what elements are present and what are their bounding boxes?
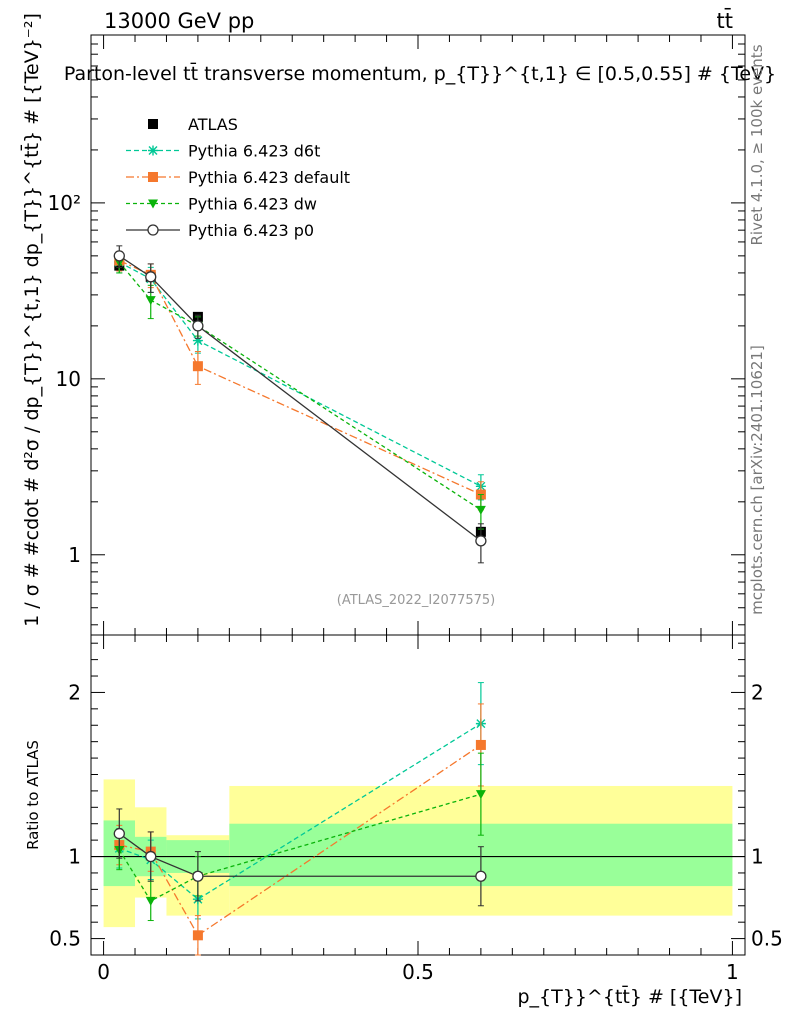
main-series-line (118, 255, 482, 542)
ratio-x-axis: 0 0.5 1 (97, 635, 739, 984)
legend-marker (148, 172, 158, 182)
ratio-point (113, 827, 125, 840)
main-point (145, 271, 157, 283)
main-point (192, 361, 203, 372)
ratio-point (145, 850, 157, 863)
chart-title: Parton-level tt̄ transverse momentum, p_… (64, 61, 776, 85)
main-point (475, 535, 487, 547)
ratio-y-tick-label-right: 0.5 (751, 927, 783, 951)
ratio-uncertainty-bands (91, 779, 745, 928)
main-series-pythia-6-423-dw (114, 252, 486, 530)
ratio-series-line (118, 833, 481, 877)
legend-label: Pythia 6.423 d6t (188, 142, 320, 161)
main-series-pythia-6-423-p0 (113, 245, 487, 564)
ratio-y-tick-label-right: 2 (751, 680, 764, 704)
rivet-version-label: Rivet 4.1.0, ≥ 100k events (748, 44, 766, 245)
legend-item-pythia-6-423-dw: Pythia 6.423 dw (126, 195, 317, 214)
legend-marker (147, 224, 159, 236)
main-y-axis-label: 1 / σ # #cdot # d²σ / dp_{T}}^{t,1} dp_{… (19, 13, 43, 627)
analysis-watermark: (ATLAS_2022_I2077575) (337, 593, 495, 608)
ratio-panel: 0.5 0.51 12 2 0 0.5 1 Ratio to ATLAS p_{T}}^{… (24, 634, 783, 1008)
legend-marker (148, 119, 158, 129)
ratio-y-tick-label: 2 (68, 680, 81, 704)
ratio-point (192, 930, 203, 941)
main-series-pythia-6-423-d6t (114, 252, 486, 501)
main-series-line (118, 261, 482, 511)
ratio-y-axis: 0.5 0.5 1 1 2 2 (49, 642, 783, 956)
ratio-point (475, 790, 486, 800)
main-y-axis: 1 10 10² (48, 34, 745, 626)
ratio-y-tick-label: 0.5 (49, 927, 81, 951)
ratio-y-tick-label: 1 (68, 845, 81, 869)
legend-item-pythia-6-423-default: Pythia 6.423 default (126, 168, 350, 187)
legend-marker (148, 145, 158, 156)
main-y-tick-label: 10 (56, 367, 81, 391)
ratio-point (145, 896, 156, 906)
x-axis-label: p_{T}}^{tt̄} # [{TeV}] (518, 984, 743, 1008)
main-point (192, 320, 204, 332)
legend-item-pythia-6-423-d6t: Pythia 6.423 d6t (126, 142, 320, 161)
ratio-series-line (119, 723, 482, 901)
legend: ATLAS Pythia 6.423 d6t Pythia 6.423 defaul… (126, 115, 350, 240)
main-point (192, 335, 203, 346)
main-series-layer (113, 245, 487, 564)
legend-label: Pythia 6.423 p0 (188, 221, 314, 240)
ratio-point (192, 870, 204, 882)
legend-marker (148, 199, 158, 209)
ratio-x-tick-label: 1 (726, 960, 739, 984)
legend-label: ATLAS (188, 115, 238, 134)
legend-item-atlas: ATLAS (148, 115, 238, 134)
ratio-y-tick-label-right: 1 (751, 845, 764, 869)
process-label: tt̄ (717, 8, 733, 33)
main-series-line (119, 259, 482, 496)
main-series-pythia-6-423-default (114, 250, 486, 511)
collision-label: 13000 GeV pp (104, 9, 254, 33)
main-panel: Parton-level tt̄ transverse momentum, p_… (19, 13, 776, 636)
main-point (113, 250, 125, 262)
main-y-tick-label: 1 (68, 543, 81, 567)
legend-label: Pythia 6.423 dw (188, 195, 317, 214)
mcplots-source-label: mcplots.cern.ch [arXiv:2401.10621] (748, 345, 766, 615)
ratio-series-layer (113, 682, 487, 956)
main-series-atlas (114, 260, 486, 538)
main-series-line (118, 261, 482, 487)
ratio-series-pythia-6-423-p0 (113, 808, 487, 907)
ratio-point (475, 870, 487, 882)
ratio-x-tick-label: 0 (97, 960, 110, 984)
main-y-tick-label: 10² (48, 191, 81, 215)
main-x-ticks (103, 35, 733, 635)
legend-item-pythia-6-423-p0: Pythia 6.423 p0 (126, 221, 314, 240)
ratio-series-pythia-6-423-dw (114, 752, 486, 922)
ratio-series-line (118, 793, 482, 902)
main-point (475, 505, 486, 515)
ratio-y-axis-label: Ratio to ATLAS (24, 740, 42, 850)
legend-label: Pythia 6.423 default (188, 168, 350, 187)
main-point (145, 296, 156, 306)
ratio-x-tick-label: 0.5 (402, 960, 434, 984)
ratio-series-line (119, 744, 482, 937)
ratio-point (475, 739, 486, 750)
